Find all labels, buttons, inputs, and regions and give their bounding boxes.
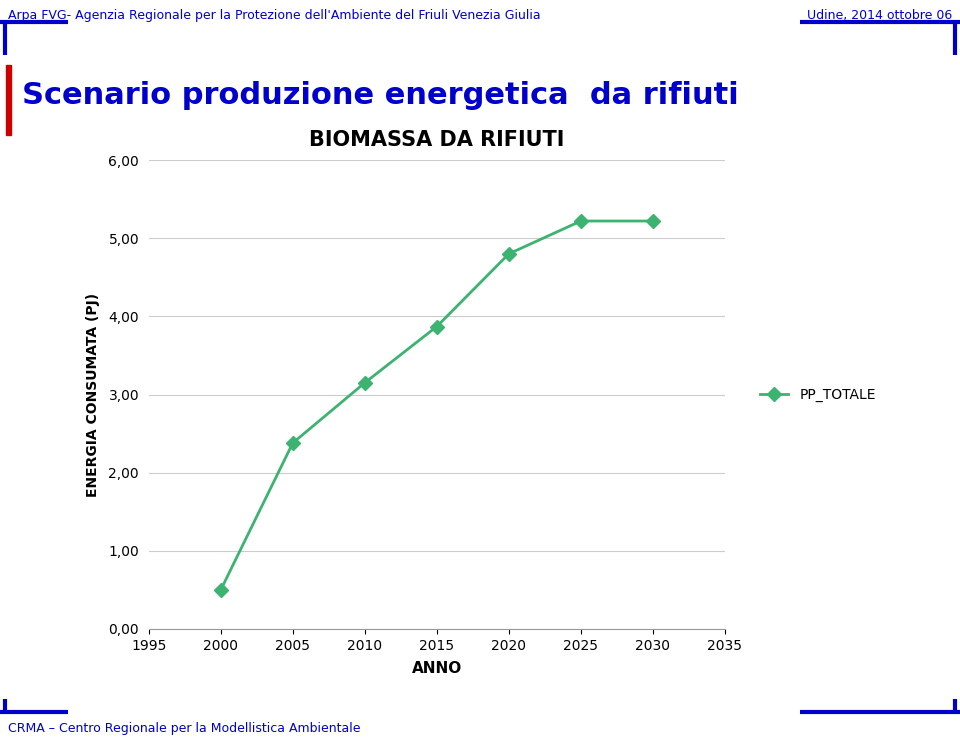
PP_TOTALE (431, 322, 443, 331)
PP_TOTALE (503, 250, 515, 259)
Text: Udine, 2014 ottobre 06: Udine, 2014 ottobre 06 (806, 9, 952, 22)
Y-axis label: ENERGIA CONSUMATA (PJ): ENERGIA CONSUMATA (PJ) (86, 293, 100, 497)
PP_TOTALE (359, 379, 371, 388)
Legend: PP_TOTALE: PP_TOTALE (755, 382, 881, 407)
Line: PP_TOTALE: PP_TOTALE (216, 216, 658, 595)
Text: CRMA – Centro Regionale per la Modellistica Ambientale: CRMA – Centro Regionale per la Modellist… (8, 722, 361, 735)
Text: Scenario produzione energetica  da rifiuti: Scenario produzione energetica da rifiut… (22, 81, 739, 109)
PP_TOTALE (647, 216, 659, 225)
Text: Arpa FVG- Agenzia Regionale per la Protezione dell'Ambiente del Friuli Venezia G: Arpa FVG- Agenzia Regionale per la Prote… (8, 9, 540, 22)
PP_TOTALE (575, 216, 587, 225)
Bar (6, 65, 11, 135)
PP_TOTALE (215, 585, 227, 594)
PP_TOTALE (287, 438, 299, 447)
X-axis label: ANNO: ANNO (412, 661, 462, 676)
Title: BIOMASSA DA RIFIUTI: BIOMASSA DA RIFIUTI (309, 130, 564, 150)
